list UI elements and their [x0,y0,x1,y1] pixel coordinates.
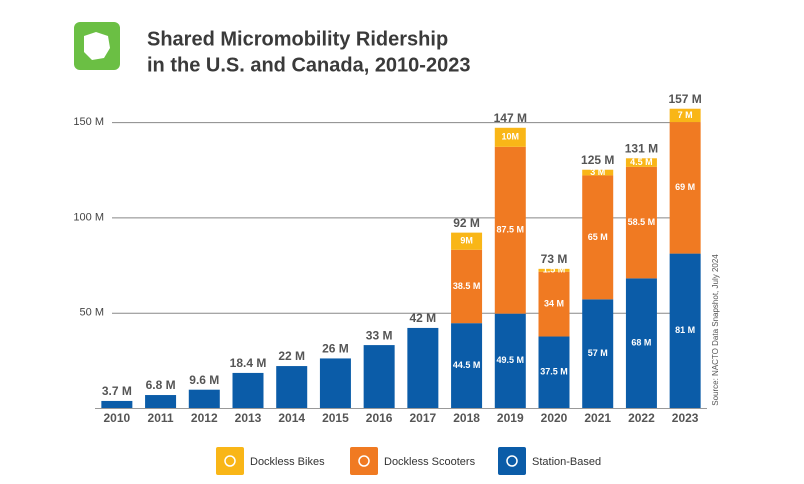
x-tick-label: 2019 [497,411,524,425]
segment-label: 9M [460,236,473,246]
bar-segment [407,327,439,408]
bar-segment [101,400,133,408]
bar-segment [538,268,570,272]
bar-segment [232,372,264,408]
bar-segment [145,395,177,408]
total-label: 26 M [322,342,349,356]
segment-label: 58.5 M [628,217,656,227]
x-tick-label: 2020 [541,411,568,425]
logo-map [84,32,110,60]
source-note: Source: NACTO Data Snapshot, July 2024 [711,254,720,406]
chart-title: Shared Micromobility Ridership [147,28,448,50]
x-tick-label: 2017 [410,411,437,425]
total-label: 9.6 M [189,373,219,387]
bar-segment [582,169,614,176]
bar-segment [363,345,395,408]
total-label: 92 M [453,216,480,230]
segment-label: 3 M [590,167,605,177]
bar-segment [538,336,570,408]
total-label: 147 M [494,111,527,125]
x-tick-label: 2014 [278,411,305,425]
bar-segment [669,108,701,123]
bar-segment [582,175,614,300]
bar-segment [494,127,526,147]
segment-label: 68 M [631,338,651,348]
legend-swatch [216,447,244,475]
bar-segment [494,146,526,314]
y-tick-label: 50 M [80,307,104,319]
total-label: 22 M [278,349,305,363]
legend-icon [506,455,518,467]
segment-label: 1.5 M [543,265,566,275]
total-label: 157 M [668,92,701,106]
bar-segment [669,122,701,254]
segment-label: 34 M [544,298,564,308]
segment-label: 69 M [675,182,695,192]
legend-label: Dockless Bikes [250,456,325,468]
bar-segment [451,232,483,250]
total-label: 42 M [410,311,437,325]
segment-label: 10M [502,132,520,142]
x-tick-label: 2016 [366,411,393,425]
segment-label: 49.5 M [497,355,525,365]
total-label: 131 M [625,141,658,155]
x-tick-label: 2012 [191,411,218,425]
legend-icon [224,455,236,467]
total-label: 18.4 M [230,356,267,370]
segment-label: 81 M [675,325,695,335]
x-tick-label: 2018 [453,411,480,425]
y-tick-label: 100 M [73,211,104,223]
legend-label: Dockless Scooters [384,456,476,468]
total-label: 33 M [366,328,393,342]
segment-label: 65 M [588,232,608,242]
segment-label: 4.5 M [630,157,653,167]
x-tick-label: 2010 [104,411,131,425]
total-label: 73 M [541,252,568,266]
legend-icon [358,455,370,467]
total-label: 6.8 M [146,378,176,392]
bar-segment [582,299,614,408]
total-label: 125 M [581,153,614,167]
bar-segment [625,158,657,167]
segment-label: 87.5 M [497,225,525,235]
x-tick-label: 2021 [584,411,611,425]
bar-segment [451,249,483,324]
x-tick-label: 2022 [628,411,655,425]
bar-segment [669,253,701,408]
bar-segment [188,389,220,408]
bar-segment [451,323,483,408]
x-tick-label: 2013 [235,411,262,425]
y-tick-label: 150 M [73,116,104,128]
legend-swatch [350,447,378,475]
x-tick-label: 2015 [322,411,349,425]
segment-label: 44.5 M [453,360,481,370]
segment-label: 57 M [588,348,608,358]
bar-segment [276,366,308,408]
legend-swatch [498,447,526,475]
legend-label: Station-Based [532,456,601,468]
bar-segment [494,313,526,408]
segment-label: 7 M [678,110,693,120]
x-tick-label: 2023 [672,411,699,425]
bar-segment [625,278,657,408]
bar-segment [625,166,657,279]
segment-label: 38.5 M [453,281,481,291]
segment-label: 37.5 M [540,367,568,377]
total-label: 3.7 M [102,384,132,398]
x-tick-label: 2011 [148,411,174,425]
bar-segment [538,271,570,337]
bar-segment [319,358,351,408]
chart-title: in the U.S. and Canada, 2010-2023 [147,54,470,76]
